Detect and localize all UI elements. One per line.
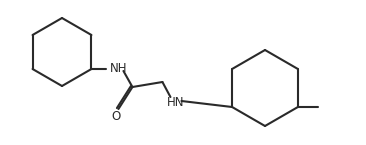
Text: O: O xyxy=(112,110,121,124)
Text: HN: HN xyxy=(167,96,184,108)
Text: NH: NH xyxy=(109,62,127,76)
